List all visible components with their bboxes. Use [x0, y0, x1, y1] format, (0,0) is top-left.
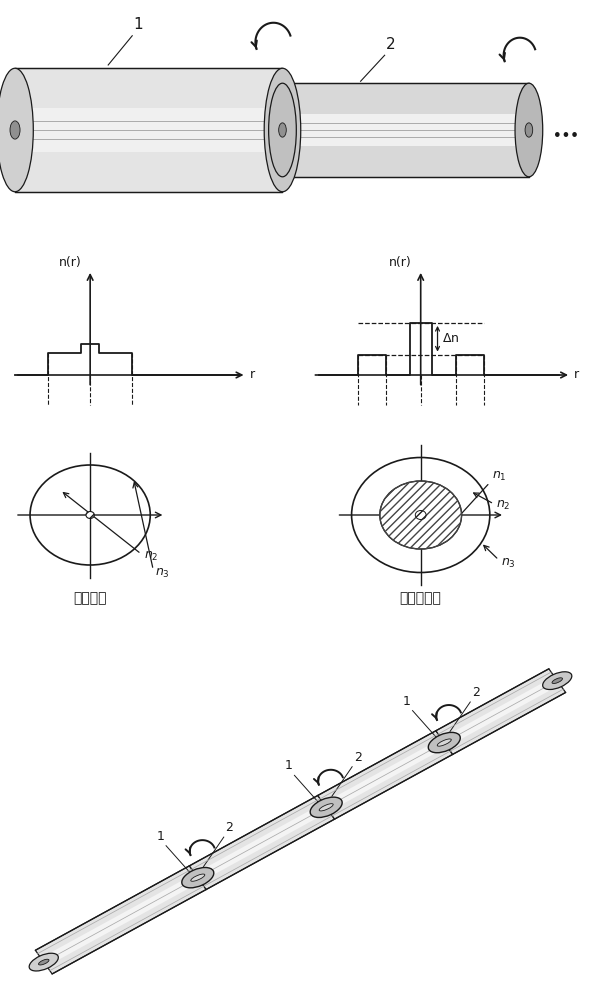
Ellipse shape: [525, 123, 532, 137]
Circle shape: [86, 512, 94, 518]
Polygon shape: [35, 866, 206, 974]
Polygon shape: [441, 677, 560, 747]
Ellipse shape: [182, 868, 214, 888]
Text: 2: 2: [386, 37, 395, 52]
Text: $n_3$: $n_3$: [501, 557, 516, 570]
Text: 2: 2: [472, 686, 480, 699]
Text: $n_3$: $n_3$: [155, 567, 170, 580]
Polygon shape: [282, 83, 529, 177]
Text: 双包层光纤: 双包层光纤: [400, 591, 442, 605]
Circle shape: [380, 481, 462, 549]
Text: r: r: [574, 367, 579, 380]
Ellipse shape: [191, 874, 205, 881]
Text: $\Delta$n: $\Delta$n: [442, 332, 460, 345]
Polygon shape: [195, 803, 329, 882]
Ellipse shape: [429, 732, 460, 753]
Text: $n_2$: $n_2$: [144, 550, 159, 563]
Ellipse shape: [264, 68, 300, 192]
Text: 1: 1: [156, 830, 164, 843]
Text: 1: 1: [403, 695, 410, 708]
Text: n(r): n(r): [58, 256, 81, 269]
Polygon shape: [323, 738, 447, 811]
Text: 1: 1: [285, 759, 293, 772]
Ellipse shape: [438, 739, 451, 746]
Ellipse shape: [38, 959, 49, 965]
Polygon shape: [189, 795, 335, 890]
Polygon shape: [15, 68, 282, 192]
Polygon shape: [282, 114, 529, 146]
Ellipse shape: [10, 121, 20, 139]
Ellipse shape: [552, 678, 563, 684]
Ellipse shape: [279, 123, 286, 137]
Text: ...: ...: [553, 118, 579, 142]
Polygon shape: [436, 669, 566, 754]
Text: 2: 2: [354, 751, 362, 764]
Ellipse shape: [29, 953, 58, 971]
Ellipse shape: [543, 672, 572, 690]
Ellipse shape: [319, 804, 333, 811]
Ellipse shape: [515, 83, 543, 177]
Polygon shape: [41, 874, 201, 966]
Text: $n_2$: $n_2$: [496, 499, 510, 512]
Text: 2: 2: [225, 821, 233, 834]
Ellipse shape: [0, 68, 33, 192]
Circle shape: [415, 510, 426, 520]
Polygon shape: [15, 108, 282, 152]
Text: 单模光纤: 单模光纤: [73, 591, 107, 605]
Polygon shape: [318, 731, 453, 819]
Text: 1: 1: [133, 17, 143, 32]
Text: $n_1$: $n_1$: [492, 470, 506, 483]
Text: n(r): n(r): [389, 256, 412, 269]
Ellipse shape: [269, 83, 296, 177]
Ellipse shape: [310, 797, 342, 817]
Text: r: r: [249, 367, 255, 380]
Ellipse shape: [278, 121, 287, 139]
